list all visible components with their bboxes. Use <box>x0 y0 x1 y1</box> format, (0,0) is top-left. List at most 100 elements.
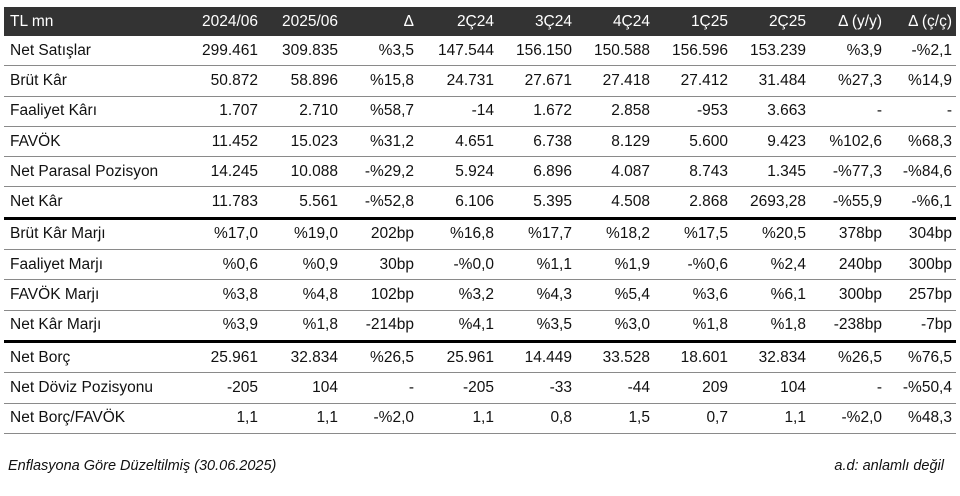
financial-table: TL mn 2024/06 2025/06 Δ 2Ç24 3Ç24 4Ç24 1… <box>4 7 956 434</box>
table-cell: 6.896 <box>498 156 576 188</box>
table-cell: %76,5 <box>886 341 956 374</box>
row-label: Net Döviz Pozisyonu <box>4 372 182 404</box>
table-cell: %3,9 <box>810 36 886 67</box>
column-header: 1Ç25 <box>654 7 732 36</box>
table-cell: 1,5 <box>576 403 654 434</box>
table-cell: %31,2 <box>342 126 418 158</box>
table-cell: -%84,6 <box>886 156 956 188</box>
row-label: FAVÖK <box>4 126 182 158</box>
table-cell: 0,8 <box>498 403 576 434</box>
table-cell: 4.087 <box>576 156 654 188</box>
table-cell: %3,6 <box>654 279 732 311</box>
table-cell: 1.672 <box>498 96 576 127</box>
row-label: Net Borç/FAVÖK <box>4 403 182 434</box>
table-cell: 4.508 <box>576 186 654 220</box>
table-cell: 202bp <box>342 218 418 251</box>
table-cell: %20,5 <box>732 218 810 251</box>
table-cell: -14 <box>418 96 498 127</box>
table-cell: 1,1 <box>732 403 810 434</box>
table-cell: %3,0 <box>576 310 654 343</box>
table-cell: 150.588 <box>576 36 654 67</box>
table-cell: 240bp <box>810 249 886 281</box>
table-cell: 10.088 <box>262 156 342 188</box>
table-cell: 102bp <box>342 279 418 311</box>
table-cell: 257bp <box>886 279 956 311</box>
table-cell: 8.743 <box>654 156 732 188</box>
table-cell: 156.596 <box>654 36 732 67</box>
column-header: Δ (y/y) <box>810 7 886 36</box>
row-label: Faaliyet Kârı <box>4 96 182 127</box>
column-header: 2Ç24 <box>418 7 498 36</box>
row-label: Net Parasal Pozisyon <box>4 156 182 188</box>
table-cell: 300bp <box>810 279 886 311</box>
table-cell: %0,6 <box>182 249 262 281</box>
table-cell: 1.345 <box>732 156 810 188</box>
table-cell: 1.707 <box>182 96 262 127</box>
table-cell: -44 <box>576 372 654 404</box>
table-cell: %2,4 <box>732 249 810 281</box>
table-cell: 5.395 <box>498 186 576 220</box>
table-cell: %17,7 <box>498 218 576 251</box>
table-row: Brüt Kâr 50.872 58.896 %15,8 24.731 27.671 27.… <box>4 65 956 97</box>
table-cell: 3.663 <box>732 96 810 127</box>
table-cell: - <box>886 96 956 127</box>
table-row: Faaliyet Kârı 1.707 2.710 %58,7 -14 1.672 2.85… <box>4 96 956 127</box>
table-row: Net Borç 25.961 32.834 %26,5 25.961 14.449 33.… <box>4 341 956 374</box>
table-cell: %26,5 <box>342 341 418 374</box>
header-row: TL mn 2024/06 2025/06 Δ 2Ç24 3Ç24 4Ç24 1… <box>4 7 956 36</box>
table-cell: -%52,8 <box>342 186 418 220</box>
column-header: TL mn <box>4 7 182 36</box>
table-cell: %1,1 <box>498 249 576 281</box>
table-cell: -953 <box>654 96 732 127</box>
table-cell: 0,7 <box>654 403 732 434</box>
table-cell: 104 <box>732 372 810 404</box>
table-cell: -%2,1 <box>886 36 956 67</box>
table-cell: -%6,1 <box>886 186 956 220</box>
table-cell: - <box>342 372 418 404</box>
table-cell: %14,9 <box>886 65 956 97</box>
table-cell: %27,3 <box>810 65 886 97</box>
column-header: Δ <box>342 7 418 36</box>
table-cell: -%2,0 <box>342 403 418 434</box>
table-row: Net Satışlar 299.461 309.835 %3,5 147.544 156… <box>4 36 956 67</box>
table-cell: %58,7 <box>342 96 418 127</box>
table-cell: 5.600 <box>654 126 732 158</box>
table-cell: 1,1 <box>418 403 498 434</box>
table-cell: 33.528 <box>576 341 654 374</box>
table-cell: 9.423 <box>732 126 810 158</box>
table-cell: 156.150 <box>498 36 576 67</box>
row-label: Faaliyet Marjı <box>4 249 182 281</box>
row-label: Net Kâr Marjı <box>4 310 182 343</box>
table-cell: 2693,28 <box>732 186 810 220</box>
table-row: Net Borç/FAVÖK 1,1 1,1 -%2,0 1,1 0,8 1,5 0,7 1,1… <box>4 403 956 434</box>
table-cell: %17,0 <box>182 218 262 251</box>
table-cell: 1,1 <box>262 403 342 434</box>
table-row: Net Parasal Pozisyon 14.245 10.088 -%29,2 5.… <box>4 156 956 188</box>
table-cell: %5,4 <box>576 279 654 311</box>
table-cell: 32.834 <box>732 341 810 374</box>
table-cell: 14.449 <box>498 341 576 374</box>
row-label: Net Satışlar <box>4 36 182 67</box>
table-cell: 25.961 <box>182 341 262 374</box>
table-cell: 153.239 <box>732 36 810 67</box>
table-cell: 5.561 <box>262 186 342 220</box>
table-cell: 209 <box>654 372 732 404</box>
table-cell: 147.544 <box>418 36 498 67</box>
table-cell: 11.783 <box>182 186 262 220</box>
table-cell: 32.834 <box>262 341 342 374</box>
table-cell: - <box>810 372 886 404</box>
table-row: Net Kâr Marjı %3,9 %1,8 -214bp %4,1 %3,5 %3,0%… <box>4 310 956 343</box>
column-header: 3Ç24 <box>498 7 576 36</box>
table-cell: -214bp <box>342 310 418 343</box>
table-cell: 58.896 <box>262 65 342 97</box>
table-cell: 304bp <box>886 218 956 251</box>
table-cell: 104 <box>262 372 342 404</box>
row-label: FAVÖK Marjı <box>4 279 182 311</box>
table-cell: 8.129 <box>576 126 654 158</box>
table-cell: -238bp <box>810 310 886 343</box>
footnote-inflation-adjusted: Enflasyona Göre Düzeltilmiş (30.06.2025) <box>8 458 277 474</box>
table-cell: 4.651 <box>418 126 498 158</box>
table-cell: 299.461 <box>182 36 262 67</box>
table-cell: -%55,9 <box>810 186 886 220</box>
